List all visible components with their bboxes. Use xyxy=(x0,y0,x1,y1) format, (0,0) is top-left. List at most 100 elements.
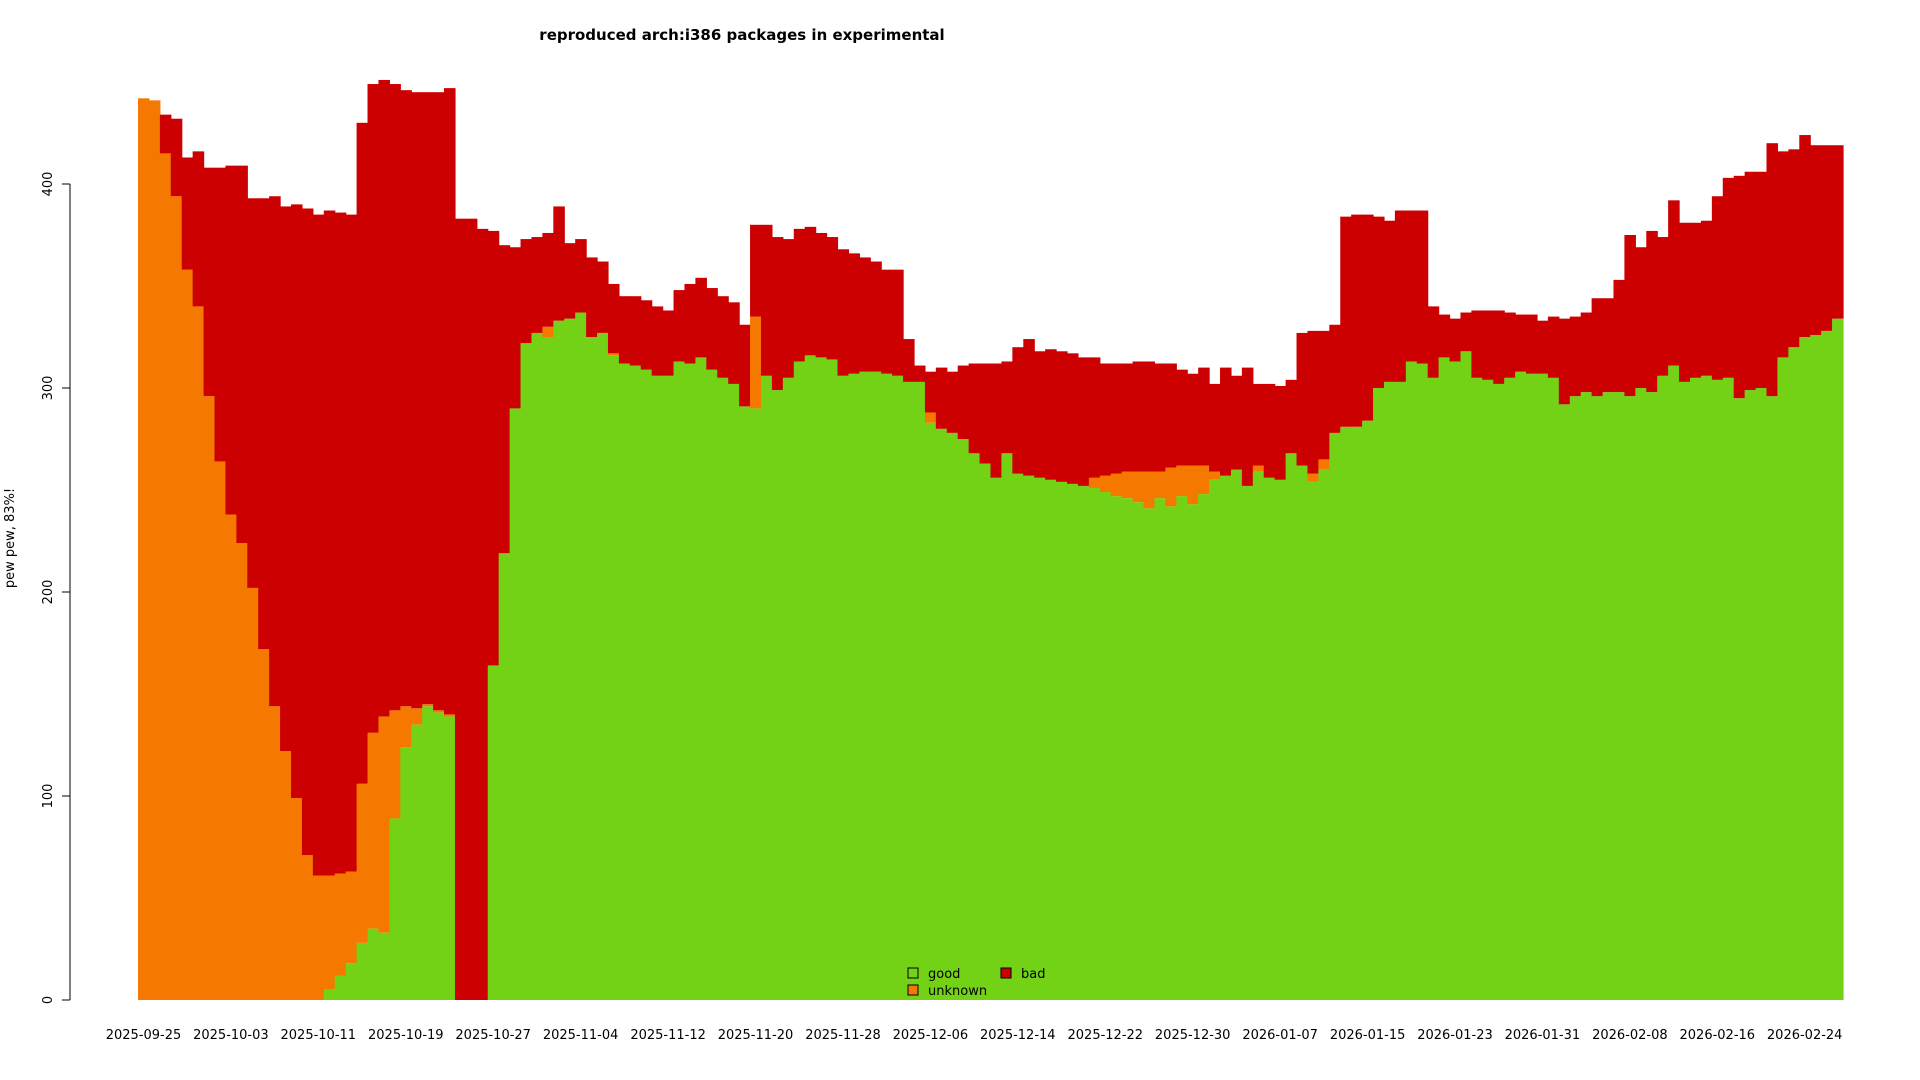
bar-bad-2026-02-05 xyxy=(1591,298,1604,397)
bar-unknown-2025-10-21 xyxy=(422,704,434,707)
x-tick-label-2025-11-28: 2025-11-28 xyxy=(805,1028,881,1043)
bar-bad-2026-01-05 xyxy=(1252,383,1265,466)
bar-bad-2025-12-06 xyxy=(924,371,937,413)
legend-swatch-unknown xyxy=(907,984,919,996)
bar-good-2025-12-25 xyxy=(1132,502,1145,1000)
bar-good-2025-11-02 xyxy=(553,320,565,1000)
bar-bad-2025-12-28 xyxy=(1165,363,1177,468)
bar-good-2025-11-03 xyxy=(564,318,576,1000)
bar-unknown-2025-12-29 xyxy=(1176,465,1188,497)
bar-bad-2026-01-06 xyxy=(1263,383,1276,478)
bar-bad-2025-11-28 xyxy=(837,249,850,376)
bar-good-2025-12-28 xyxy=(1165,506,1177,1000)
bar-good-2025-10-14 xyxy=(345,963,358,1000)
bar-bad-2025-10-14 xyxy=(345,214,358,872)
bar-bad-2026-01-22 xyxy=(1438,314,1451,358)
bar-bad-2025-11-23 xyxy=(782,239,795,378)
bar-good-2025-11-19 xyxy=(739,406,751,1000)
bar-good-2025-11-24 xyxy=(793,361,806,1001)
bar-good-2025-11-26 xyxy=(815,357,828,1000)
x-axis: 2025-09-25 2025-10-03 2025-10-11 2025-10-19… xyxy=(106,1028,1843,1043)
bar-unknown-2025-12-21 xyxy=(1088,477,1101,488)
bar-bad-2026-02-01 xyxy=(1547,316,1560,378)
bar-bad-2025-10-18 xyxy=(389,84,401,711)
bar-good-2025-12-08 xyxy=(946,432,959,1000)
bar-bad-2025-10-10 xyxy=(301,208,314,856)
bar-good-2025-12-03 xyxy=(892,375,904,1000)
bar-bad-2025-11-04 xyxy=(575,239,587,313)
bar-unknown-2026-01-11 xyxy=(1318,459,1330,470)
bar-good-2025-12-17 xyxy=(1045,479,1057,1000)
bar-good-2026-02-21 xyxy=(1766,396,1779,1000)
bar-bad-2025-09-28 xyxy=(170,118,183,197)
bar-bad-2026-02-25 xyxy=(1810,145,1822,335)
bar-good-2026-01-11 xyxy=(1318,469,1330,1001)
bar-good-2025-10-12 xyxy=(323,989,336,1000)
bar-good-2025-12-31 xyxy=(1198,494,1210,1000)
bar-good-2025-11-17 xyxy=(717,377,729,1000)
bar-good-2025-10-22 xyxy=(433,712,445,1000)
bar-unknown-2025-10-06 xyxy=(258,649,270,1000)
x-tick-label-2025-11-12: 2025-11-12 xyxy=(630,1028,706,1043)
bar-bad-2026-02-24 xyxy=(1799,135,1811,337)
bar-good-2025-10-18 xyxy=(389,818,401,1000)
bar-good-2025-12-27 xyxy=(1154,498,1166,1000)
bar-good-2025-12-09 xyxy=(957,439,970,1000)
bar-good-2025-12-10 xyxy=(968,453,981,1000)
bar-bad-2025-12-12 xyxy=(990,363,1003,478)
bar-bad-2025-09-27 xyxy=(159,114,172,154)
x-tick-label-2026-01-23: 2026-01-23 xyxy=(1417,1028,1493,1043)
bar-good-2025-11-28 xyxy=(837,375,850,1000)
bar-unknown-2026-01-10 xyxy=(1307,473,1319,482)
bar-bad-2025-10-23 xyxy=(444,88,456,715)
bar-good-2026-01-12 xyxy=(1329,432,1341,1000)
bar-bad-2025-12-14 xyxy=(1012,347,1024,474)
bar-bad-2025-12-23 xyxy=(1110,363,1123,474)
bar-good-2025-12-13 xyxy=(1001,453,1013,1000)
bar-bad-2025-11-29 xyxy=(848,253,860,374)
bar-bad-2025-09-29 xyxy=(181,157,194,270)
bar-good-2025-11-20 xyxy=(750,408,762,1000)
y-tick-label-300: 300 xyxy=(41,376,56,401)
x-tick-label-2025-09-25: 2025-09-25 xyxy=(106,1028,182,1043)
bar-good-2025-10-13 xyxy=(334,975,347,1000)
legend-swatch-good xyxy=(907,967,919,979)
bar-bad-2026-01-20 xyxy=(1416,210,1429,364)
bar-good-2025-10-15 xyxy=(356,942,369,1000)
bar-unknown-2025-10-12 xyxy=(323,875,336,990)
bar-series-group xyxy=(138,79,1844,1001)
x-tick-label-2026-02-08: 2026-02-08 xyxy=(1592,1028,1668,1043)
bar-good-2026-02-16 xyxy=(1711,379,1724,1001)
x-tick-label-2025-11-04: 2025-11-04 xyxy=(543,1028,619,1043)
x-tick-label-2025-11-20: 2025-11-20 xyxy=(718,1028,794,1043)
bar-good-2026-01-02 xyxy=(1220,475,1232,1001)
bar-good-2026-02-26 xyxy=(1821,330,1833,1000)
bar-bad-2025-12-25 xyxy=(1132,361,1145,472)
bar-good-2025-12-24 xyxy=(1121,498,1134,1000)
bar-bad-2025-10-30 xyxy=(520,239,533,344)
bar-bad-2026-02-10 xyxy=(1646,230,1658,393)
bar-bad-2025-11-14 xyxy=(684,283,696,364)
bar-good-2026-02-12 xyxy=(1668,365,1680,1000)
bar-bad-2025-12-11 xyxy=(979,363,992,464)
bar-bad-2026-02-22 xyxy=(1777,151,1789,358)
bar-good-2025-12-14 xyxy=(1012,473,1024,1000)
bar-good-2025-11-01 xyxy=(542,337,554,1000)
bar-unknown-2025-12-25 xyxy=(1132,471,1145,503)
bar-unknown-2025-10-18 xyxy=(389,710,401,819)
bar-good-2025-11-21 xyxy=(760,375,773,1000)
bar-bad-2026-02-06 xyxy=(1602,298,1615,393)
bar-bad-2026-01-03 xyxy=(1230,375,1243,470)
bar-bad-2025-10-04 xyxy=(236,165,248,544)
bar-good-2025-12-19 xyxy=(1067,483,1079,1000)
bar-bad-2026-02-16 xyxy=(1711,196,1724,380)
bar-unknown-2025-09-29 xyxy=(181,269,194,1000)
bar-good-2025-11-09 xyxy=(629,365,642,1000)
bar-good-2026-01-09 xyxy=(1296,465,1309,1000)
x-tick-label-2025-12-06: 2025-12-06 xyxy=(893,1028,969,1043)
bar-good-2025-11-30 xyxy=(859,371,871,1000)
bar-unknown-2025-10-01 xyxy=(203,396,216,1000)
bar-bad-2025-11-26 xyxy=(815,232,828,358)
bar-bad-2025-11-27 xyxy=(826,237,839,360)
bar-bad-2025-11-09 xyxy=(629,296,642,366)
